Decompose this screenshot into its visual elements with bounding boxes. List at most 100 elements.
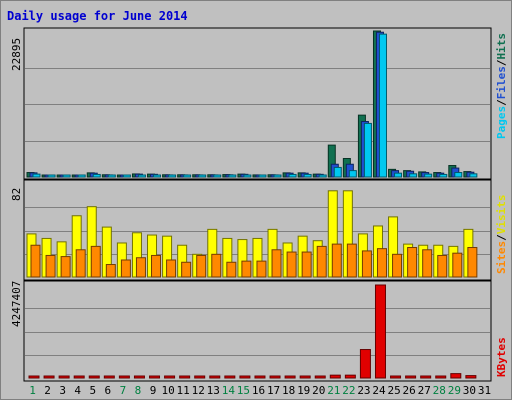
visits-bar-sites-day-11 bbox=[181, 261, 192, 278]
x-tick-label-day-9: 9 bbox=[150, 384, 157, 397]
hits-bar-pages-day-25 bbox=[394, 172, 403, 178]
hits-bar-pages-day-15 bbox=[243, 174, 252, 178]
x-tick-label-day-6: 6 bbox=[105, 384, 112, 397]
visits-bar-sites-day-2 bbox=[45, 254, 56, 278]
hits-bar-pages-day-13 bbox=[213, 174, 222, 178]
hits-bar-pages-day-8 bbox=[137, 174, 146, 178]
x-tick-label-day-16: 16 bbox=[252, 384, 265, 397]
kbytes-bar-kbytes-day-11 bbox=[179, 375, 191, 379]
hits-bar-pages-day-26 bbox=[409, 173, 418, 178]
visits-bar-sites-day-18 bbox=[286, 251, 297, 278]
kbytes-bar-kbytes-day-12 bbox=[194, 375, 206, 379]
hits-bar-pages-day-12 bbox=[198, 174, 207, 178]
hits-bar-pages-day-29 bbox=[454, 172, 463, 178]
x-tick-label-day-23: 23 bbox=[357, 384, 370, 397]
visits-bar-sites-day-21 bbox=[331, 243, 342, 278]
hits-bar-pages-day-18 bbox=[288, 173, 297, 178]
visits-bar-sites-day-17 bbox=[271, 249, 282, 278]
visits-bar-sites-day-22 bbox=[346, 243, 357, 278]
hits-bar-pages-day-20 bbox=[318, 174, 327, 178]
hits-bar-pages-day-2 bbox=[47, 174, 56, 178]
visits-bar-sites-day-28 bbox=[437, 254, 448, 278]
kbytes-bar-kbytes-day-10 bbox=[164, 375, 176, 379]
kbytes-bar-kbytes-day-21 bbox=[329, 374, 341, 379]
x-tick-label-day-20: 20 bbox=[312, 384, 325, 397]
x-tick-label-day-30: 30 bbox=[463, 384, 476, 397]
x-tick-label-day-18: 18 bbox=[282, 384, 295, 397]
hits-bar-pages-day-4 bbox=[77, 174, 86, 178]
hits-bar-pages-day-6 bbox=[107, 174, 116, 178]
visits-bar-sites-day-24 bbox=[376, 248, 387, 278]
hits-bar-pages-day-9 bbox=[153, 174, 162, 178]
visits-bar-sites-day-16 bbox=[256, 260, 267, 278]
hits-bar-pages-day-21 bbox=[333, 166, 342, 178]
kbytes-bar-kbytes-day-1 bbox=[28, 375, 40, 379]
hits-bar-pages-day-7 bbox=[122, 174, 131, 178]
hits-bar-pages-day-19 bbox=[303, 173, 312, 178]
kbytes-bar-kbytes-day-23 bbox=[359, 349, 371, 379]
x-tick-label-day-3: 3 bbox=[59, 384, 66, 397]
hits-bar-pages-day-5 bbox=[92, 173, 101, 178]
kbytes-bar-kbytes-day-26 bbox=[405, 375, 417, 379]
x-tick-label-day-26: 26 bbox=[403, 384, 416, 397]
x-tick-label-day-31: 31 bbox=[478, 384, 491, 397]
hits-bar-pages-day-3 bbox=[62, 174, 71, 178]
visits-bar-sites-day-9 bbox=[151, 254, 162, 278]
visits-bar-sites-day-4 bbox=[75, 249, 86, 278]
kbytes-bar-kbytes-day-14 bbox=[224, 375, 236, 379]
hits-bar-pages-day-23 bbox=[363, 122, 372, 178]
x-tick-label-day-7: 7 bbox=[120, 384, 127, 397]
hits-bar-pages-day-11 bbox=[183, 174, 192, 178]
visits-bar-sites-day-15 bbox=[241, 260, 252, 278]
kbytes-bar-kbytes-day-4 bbox=[73, 375, 85, 379]
x-tick-label-day-14: 14 bbox=[222, 384, 236, 397]
hits-bar-pages-day-24 bbox=[378, 33, 387, 178]
visits-bar-sites-day-7 bbox=[120, 259, 131, 278]
visits-bar-sites-day-5 bbox=[90, 245, 101, 278]
visits-bar-sites-day-10 bbox=[166, 259, 177, 278]
kbytes-bar-kbytes-day-16 bbox=[254, 375, 266, 379]
kbytes-bar-kbytes-day-18 bbox=[284, 375, 296, 379]
kbytes-bar-kbytes-day-19 bbox=[299, 375, 311, 379]
hits-bar-pages-day-27 bbox=[424, 173, 433, 178]
hits-bar-pages-day-17 bbox=[273, 174, 282, 178]
hits-bar-pages-day-14 bbox=[228, 174, 237, 178]
kbytes-bar-kbytes-day-2 bbox=[43, 375, 55, 379]
kbytes-bar-kbytes-day-29 bbox=[450, 373, 462, 379]
visits-bar-sites-day-13 bbox=[211, 253, 222, 278]
x-tick-label-day-24: 24 bbox=[372, 384, 386, 397]
chart-title: Daily usage for June 2014 bbox=[7, 9, 188, 23]
visits-bar-sites-day-23 bbox=[361, 250, 372, 278]
visits-bar-sites-day-20 bbox=[316, 245, 327, 278]
visits-bar-sites-day-1 bbox=[30, 244, 41, 278]
x-tick-label-day-10: 10 bbox=[161, 384, 174, 397]
visits-bar-sites-day-25 bbox=[392, 253, 403, 278]
x-tick-label-day-27: 27 bbox=[418, 384, 431, 397]
visits-bar-sites-day-26 bbox=[407, 247, 418, 278]
kbytes-bar-kbytes-day-15 bbox=[239, 375, 251, 379]
visits-bar-sites-day-30 bbox=[467, 247, 478, 278]
x-tick-label-day-1: 1 bbox=[29, 384, 36, 397]
hits-bar-pages-day-22 bbox=[348, 170, 357, 178]
kbytes-bar-kbytes-day-17 bbox=[269, 375, 281, 379]
visits-bar-sites-day-27 bbox=[422, 249, 433, 278]
kbytes-panel-frame bbox=[23, 280, 492, 382]
kbytes-bar-kbytes-day-7 bbox=[118, 375, 130, 379]
visits-bar-sites-day-19 bbox=[301, 251, 312, 278]
x-tick-label-day-29: 29 bbox=[448, 384, 461, 397]
kbytes-bar-kbytes-day-20 bbox=[314, 375, 326, 379]
kbytes-bar-kbytes-day-8 bbox=[133, 375, 145, 379]
kbytes-bar-kbytes-day-30 bbox=[465, 375, 477, 379]
hits-bar-pages-day-28 bbox=[439, 173, 448, 178]
x-tick-label-day-8: 8 bbox=[135, 384, 142, 397]
x-tick-label-day-19: 19 bbox=[297, 384, 310, 397]
x-tick-label-day-13: 13 bbox=[207, 384, 220, 397]
x-tick-label-day-11: 11 bbox=[177, 384, 190, 397]
x-tick-label-day-21: 21 bbox=[327, 384, 340, 397]
hits-bar-pages-day-10 bbox=[168, 174, 177, 178]
visits-bar-sites-day-12 bbox=[196, 254, 207, 278]
kbytes-bar-kbytes-day-24 bbox=[374, 284, 386, 379]
hits-bar-pages-day-30 bbox=[469, 173, 478, 178]
